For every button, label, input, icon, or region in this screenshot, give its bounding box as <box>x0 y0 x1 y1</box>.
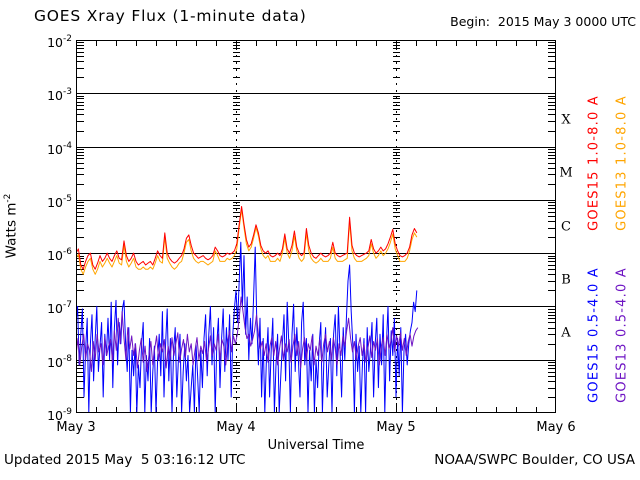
y-axis-label: Watts m-2 <box>2 193 20 259</box>
x-tick-label: May 6 <box>536 420 576 435</box>
x-tick-label: May 4 <box>216 420 256 435</box>
series-goes15-1-0-8-0-a <box>76 206 418 270</box>
flare-class-b: B <box>561 272 571 288</box>
y-tick-label: 10-2 <box>47 34 72 51</box>
x-tick-label: May 3 <box>56 420 96 435</box>
updated-timestamp: Updated 2015 May 5 03:16:12 UTC <box>4 452 246 468</box>
y-tick-label: 10-9 <box>47 407 72 424</box>
y-tick-label: 10-8 <box>47 353 72 370</box>
flare-class-m: M <box>559 165 573 181</box>
y-tick-label: 10-6 <box>47 247 72 264</box>
flare-class-x: X <box>561 112 571 128</box>
y-tick-label: 10-3 <box>47 87 72 104</box>
legend-goes13-1-0-8-0-a: GOES13 1.0-8.0 A <box>614 95 630 231</box>
flare-class-a: A <box>561 325 571 341</box>
begin-timestamp: Begin: 2015 May 3 0000 UTC <box>450 14 636 29</box>
legend-goes15-0-5-4-0-a: GOES15 0.5-4.0 A <box>586 267 602 403</box>
y-tick-label: 10-4 <box>47 140 72 157</box>
series-goes13-1-0-8-0-a <box>76 209 418 275</box>
x-axis-label: Universal Time <box>267 438 365 453</box>
y-tick-label: 10-7 <box>47 300 72 317</box>
source-credit: NOAA/SWPC Boulder, CO USA <box>434 452 635 468</box>
chart-title: GOES Xray Flux (1-minute data) <box>34 7 307 25</box>
series-goes13-0-5-4-0-a <box>76 296 419 372</box>
flare-class-c: C <box>561 219 571 234</box>
plot-area <box>76 40 556 413</box>
legend-goes15-1-0-8-0-a: GOES15 1.0-8.0 A <box>586 95 602 231</box>
legend-goes13-0-5-4-0-a: GOES13 0.5-4.0 A <box>614 267 630 403</box>
y-tick-label: 10-5 <box>47 193 72 210</box>
x-tick-label: May 5 <box>376 420 416 435</box>
series-goes15-0-5-4-0-a <box>76 241 418 413</box>
